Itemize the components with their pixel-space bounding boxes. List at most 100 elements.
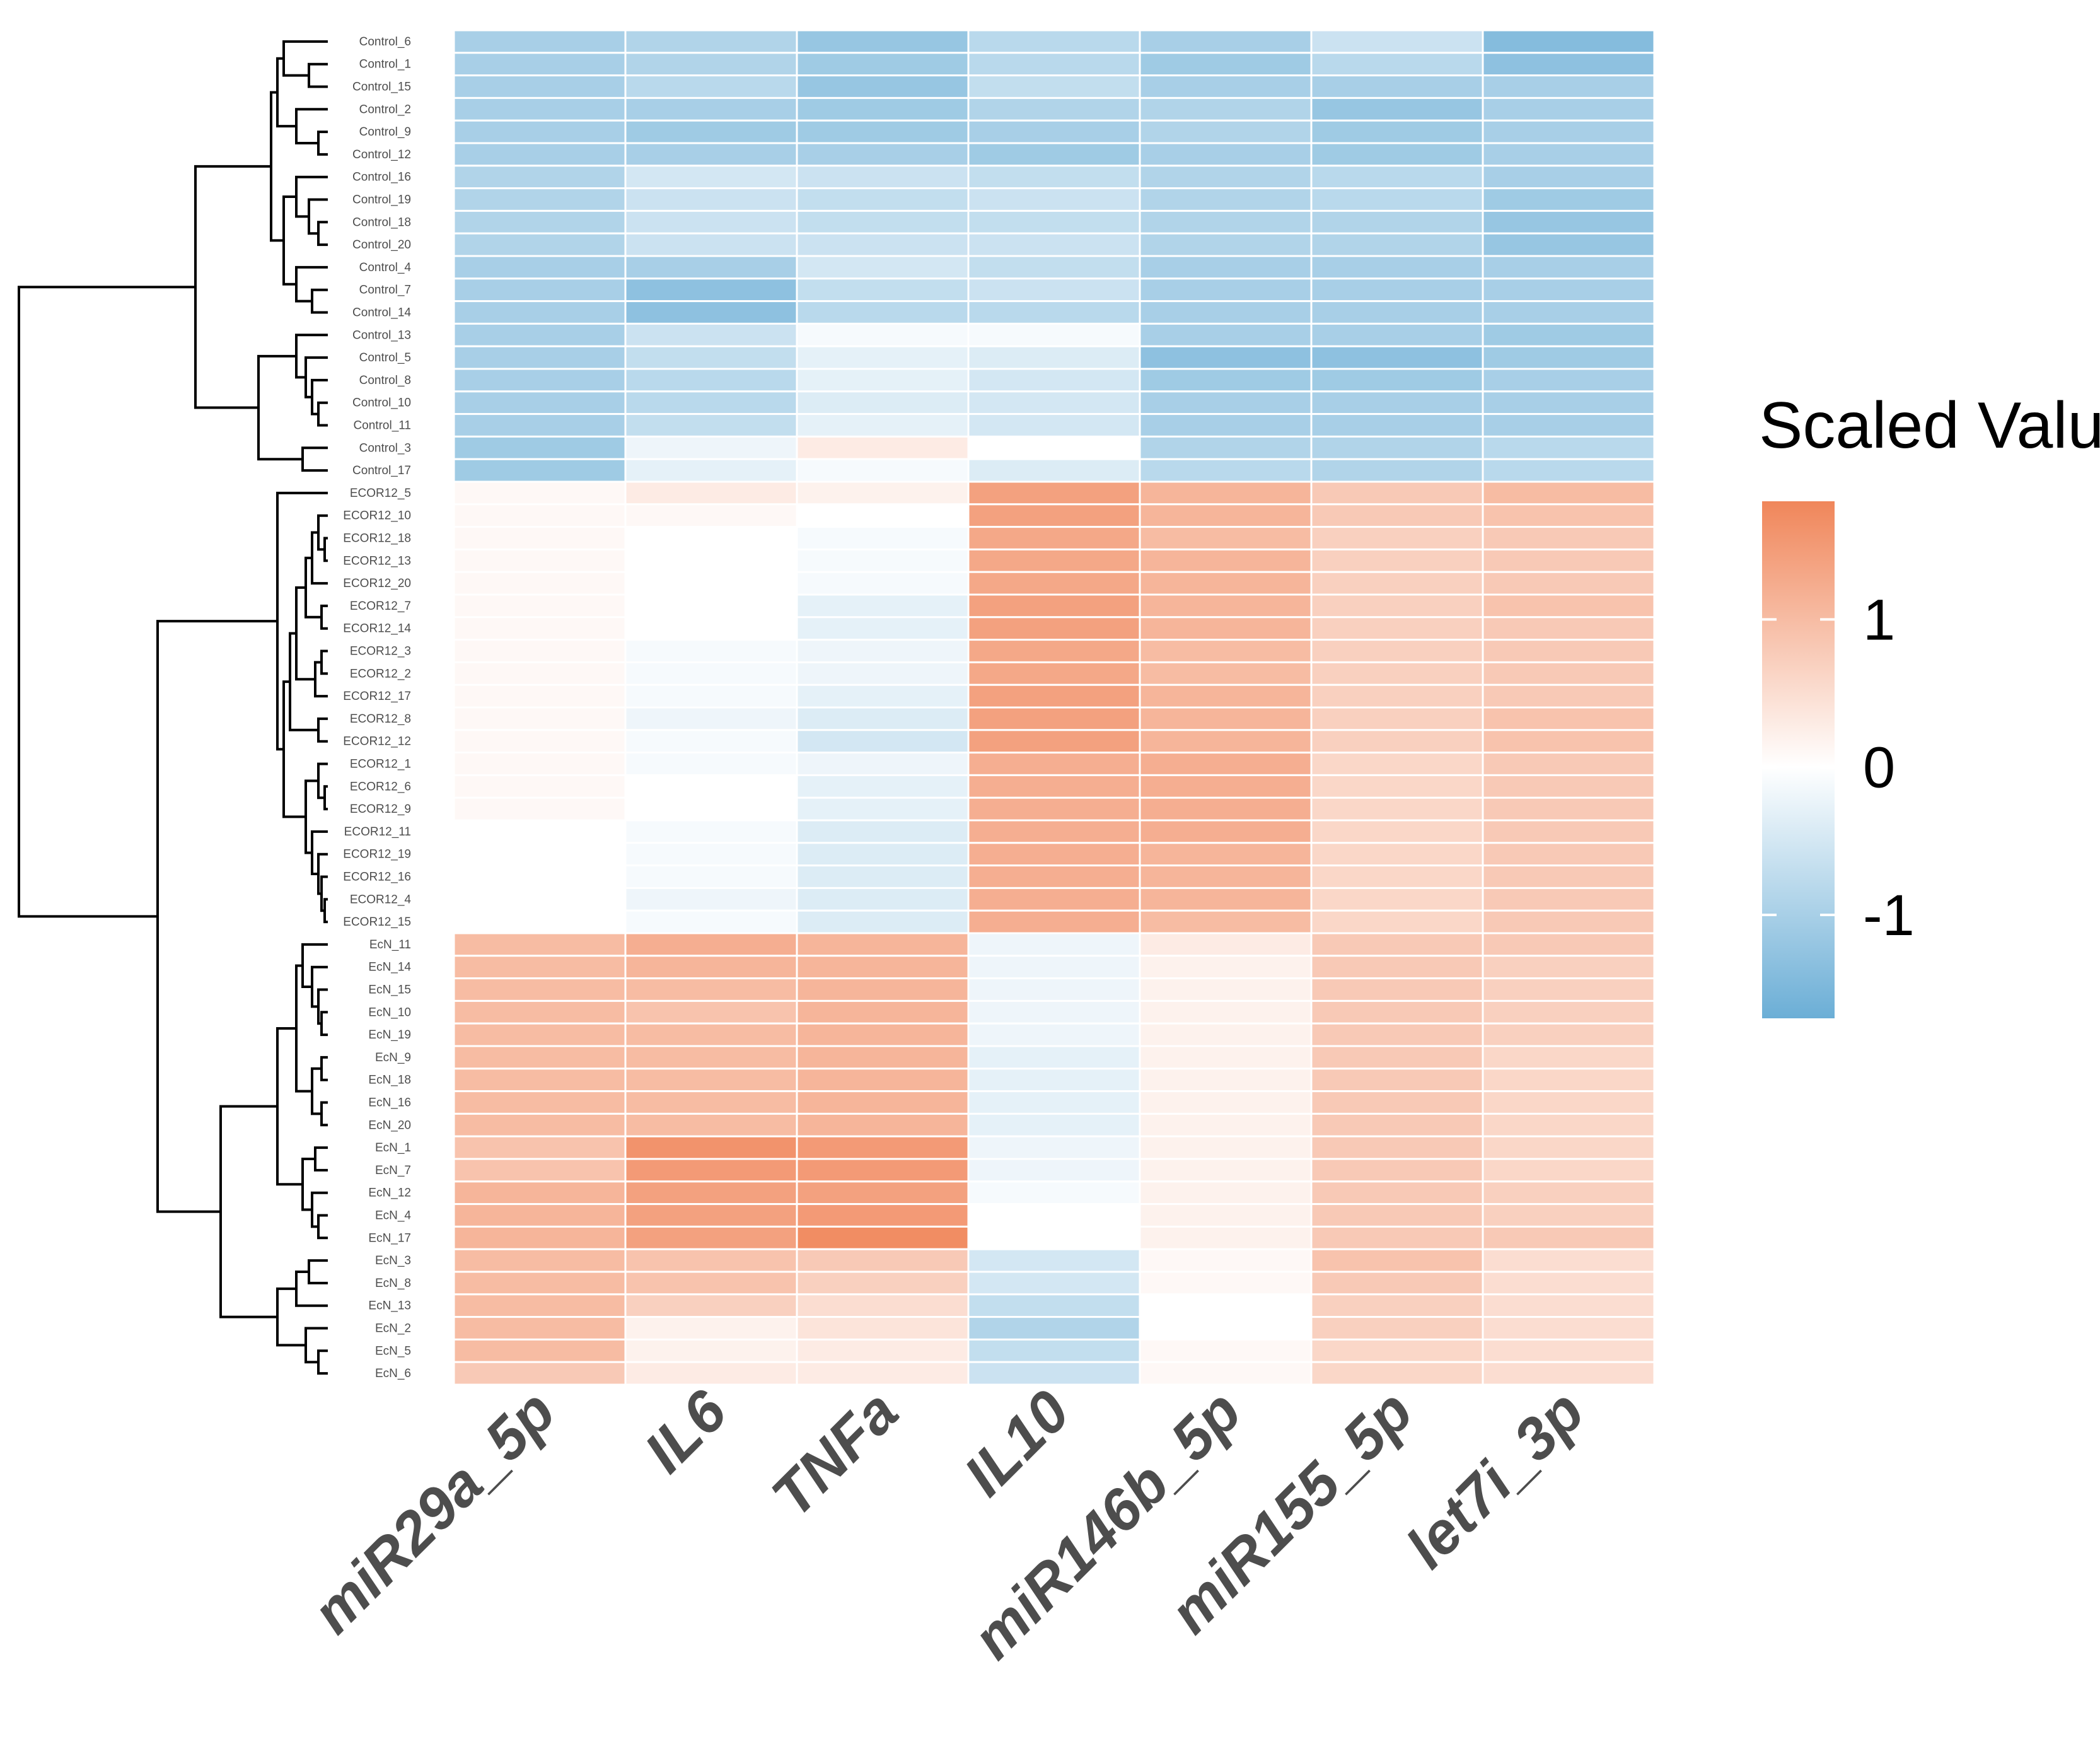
heatmap-cell <box>1482 165 1656 190</box>
heatmap-cell <box>1310 999 1484 1025</box>
heatmap-cell <box>1482 548 1656 573</box>
heatmap-cell <box>624 165 798 190</box>
row-label: ECOR12_13 <box>343 554 411 567</box>
heatmap-cell <box>796 955 970 980</box>
heatmap-cell <box>1482 932 1656 957</box>
heatmap-cell <box>1482 661 1656 686</box>
heatmap-cell <box>1139 1225 1313 1250</box>
heatmap-cell <box>1482 119 1656 144</box>
heatmap-cell <box>967 774 1141 799</box>
heatmap-cell <box>967 1361 1141 1386</box>
row-label: ECOR12_19 <box>343 848 411 861</box>
heatmap-cell <box>1139 752 1313 776</box>
heatmap-cell <box>624 1067 798 1093</box>
heatmap-cell <box>1482 1203 1656 1228</box>
heatmap-cell <box>796 390 970 416</box>
heatmap-cell <box>453 74 627 99</box>
row-label: ECOR12_8 <box>350 713 411 726</box>
row-label: EcN_17 <box>368 1231 411 1245</box>
row-label: Control_13 <box>352 329 411 342</box>
heatmap-cell <box>1482 209 1656 235</box>
heatmap-cell <box>967 932 1141 957</box>
heatmap-cell <box>1139 1135 1313 1160</box>
heatmap-cell <box>967 1135 1141 1160</box>
heatmap-cell <box>624 616 798 641</box>
heatmap-cell <box>1310 526 1484 550</box>
heatmap-cell <box>1482 1180 1656 1206</box>
heatmap-cell <box>967 796 1141 822</box>
heatmap-cell <box>967 1203 1141 1228</box>
dendrogram-branch <box>282 40 328 77</box>
row-label: Control_9 <box>359 125 411 139</box>
heatmap-cells <box>453 29 1656 1386</box>
dendrogram-branch <box>295 1271 328 1307</box>
heatmap-cell <box>967 277 1141 303</box>
heatmap-cell <box>624 119 798 144</box>
heatmap-cell <box>967 955 1141 980</box>
heatmap-cell <box>1482 187 1656 212</box>
heatmap-cell <box>624 1045 798 1070</box>
row-label: ECOR12_12 <box>343 735 411 748</box>
heatmap-cell <box>796 977 970 1002</box>
heatmap-cell <box>453 548 627 573</box>
heatmap-cell <box>967 503 1141 528</box>
heatmap-cell <box>624 796 798 822</box>
heatmap-cell <box>1310 774 1484 799</box>
heatmap-cell <box>624 1135 798 1160</box>
heatmap-cell <box>967 842 1141 867</box>
heatmap-cell <box>1139 774 1313 799</box>
heatmap-cell <box>1482 593 1656 619</box>
heatmap-cell <box>1482 1338 1656 1363</box>
heatmap-cell <box>1482 1316 1656 1341</box>
row-label: EcN_4 <box>375 1209 411 1223</box>
heatmap-cell <box>624 1293 798 1318</box>
heatmap-cell <box>624 435 798 460</box>
row-label: Control_19 <box>352 194 411 207</box>
dendrogram-branch <box>323 898 328 924</box>
heatmap-cell <box>967 706 1141 731</box>
heatmap-cell <box>1482 526 1656 550</box>
heatmap-cell <box>624 1316 798 1341</box>
heatmap-cell <box>796 96 970 122</box>
row-label: ECOR12_16 <box>343 871 411 884</box>
heatmap-cell <box>453 503 627 528</box>
heatmap-cell <box>453 999 627 1025</box>
heatmap-cell <box>1139 1180 1313 1206</box>
heatmap-cell <box>1310 1203 1484 1228</box>
heatmap-cell <box>1482 1361 1656 1386</box>
heatmap-cell <box>796 909 970 934</box>
row-label: ECOR12_2 <box>350 667 411 680</box>
heatmap-cell <box>1310 142 1484 167</box>
heatmap-cell <box>1310 819 1484 844</box>
heatmap-cell <box>796 1158 970 1183</box>
row-label: Control_6 <box>359 35 411 49</box>
row-label: Control_12 <box>352 148 411 161</box>
row-label: EcN_14 <box>368 961 411 974</box>
heatmap-cell <box>1139 322 1313 347</box>
heatmap-cell <box>453 1248 627 1273</box>
heatmap-cell <box>1139 232 1313 257</box>
heatmap-cell <box>1482 616 1656 641</box>
dendrogram-branch <box>295 964 312 1093</box>
dendrogram-branch <box>311 1191 328 1228</box>
heatmap-cell <box>967 435 1141 460</box>
heatmap-cell <box>1139 390 1313 416</box>
heatmap-cell <box>1310 887 1484 912</box>
heatmap-cell <box>1139 368 1313 393</box>
row-label: EcN_6 <box>375 1367 411 1380</box>
row-label: Control_15 <box>352 81 411 94</box>
heatmap-cell <box>1139 548 1313 573</box>
heatmap-cell <box>1310 413 1484 438</box>
heatmap-cell <box>967 661 1141 686</box>
heatmap-cell <box>624 661 798 686</box>
row-label: EcN_8 <box>375 1277 411 1290</box>
heatmap-cell <box>1310 1271 1484 1296</box>
heatmap-cell <box>1139 1022 1313 1047</box>
heatmap-cell <box>796 1248 970 1273</box>
heatmap-cell <box>624 277 798 303</box>
row-dendrogram <box>18 40 328 1375</box>
heatmap-cell <box>453 142 627 167</box>
heatmap-cell <box>1310 165 1484 190</box>
row-label: Control_11 <box>353 419 411 433</box>
row-label: Control_14 <box>352 306 411 320</box>
